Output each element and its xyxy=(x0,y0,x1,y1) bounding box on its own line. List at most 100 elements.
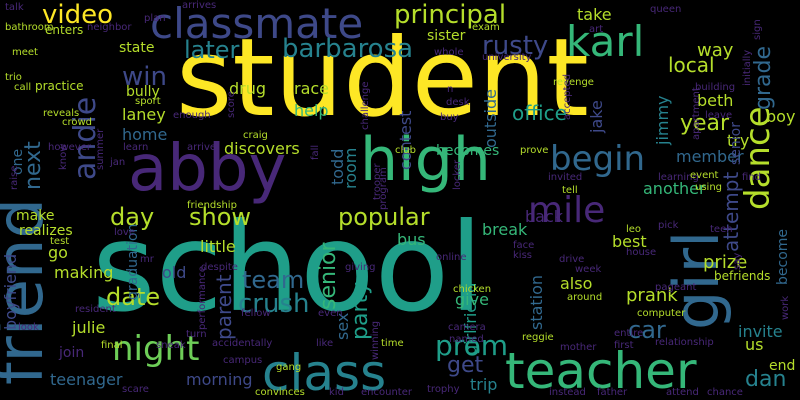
word-outside: outside xyxy=(481,89,500,148)
word-instead: instead xyxy=(549,387,586,398)
word-local: local xyxy=(668,53,715,77)
word-teenager: teenager xyxy=(50,370,123,389)
word-state: state xyxy=(119,40,154,56)
word-locker: locker xyxy=(452,159,463,190)
word-even: even xyxy=(318,308,343,319)
word-prize: prize xyxy=(703,252,747,273)
word-learn: learn xyxy=(123,142,148,153)
word-enters: enters xyxy=(45,23,83,37)
word-andie: andie xyxy=(68,97,103,180)
word-drive: drive xyxy=(559,254,584,265)
word-school: school xyxy=(92,197,483,339)
word-race: race xyxy=(294,79,329,98)
word-campus: campus xyxy=(223,355,262,366)
word-making: making xyxy=(54,263,113,282)
word-little: little xyxy=(200,237,236,256)
word-plan: plan xyxy=(144,13,166,24)
word-parent: parent xyxy=(212,274,236,340)
word-named: named xyxy=(449,334,484,345)
word-like: like xyxy=(316,338,333,349)
word-building: building xyxy=(695,82,735,93)
word-final: final xyxy=(101,340,123,351)
word-barbarosa: barbarosa xyxy=(282,34,413,64)
word-become: become xyxy=(775,229,791,285)
word-back: back xyxy=(525,207,564,226)
word-member: member xyxy=(676,147,744,166)
word-friend: friend xyxy=(0,198,58,385)
word-next: next xyxy=(21,141,46,190)
word-date: date xyxy=(106,283,160,311)
word-station: station xyxy=(527,275,546,330)
word-exam: exam xyxy=(472,22,500,33)
word-crush: crush xyxy=(238,289,310,319)
word-morning: morning xyxy=(186,370,253,389)
word-kid: kid xyxy=(329,387,344,398)
word-neighbor: neighbor xyxy=(87,22,132,33)
word-classmate: classmate xyxy=(150,0,363,48)
word-team: team xyxy=(242,266,304,294)
word-befriends: befriends xyxy=(714,269,770,283)
word-mother: mother xyxy=(560,342,597,353)
word-begin: begin xyxy=(550,139,645,179)
word-student: student xyxy=(176,16,589,141)
word-university: university xyxy=(482,52,532,63)
word-art: art xyxy=(589,24,603,35)
word-encounter: encounter xyxy=(361,387,413,398)
word-reveals: reveals xyxy=(43,108,79,119)
word-first: first xyxy=(614,340,634,351)
word-jan: jan xyxy=(109,157,125,168)
word-father: father xyxy=(597,387,628,398)
word-pick: pick xyxy=(658,220,679,231)
word-tell: tell xyxy=(562,185,578,196)
word-face: face xyxy=(513,240,534,251)
word-day: day xyxy=(110,203,154,231)
word-despite: despite xyxy=(201,262,238,273)
word-scare: scare xyxy=(122,384,149,395)
word-arrive: arrive xyxy=(187,142,216,153)
word-call: call xyxy=(14,82,31,93)
word-love: love xyxy=(114,227,135,238)
word-mr: mr xyxy=(140,254,155,265)
word-accepted: accepted xyxy=(562,74,573,120)
word-week: week xyxy=(575,264,601,275)
word-trooper: trooper xyxy=(372,162,383,200)
word-one: one xyxy=(10,149,26,175)
word-pageant: pageant xyxy=(655,282,696,293)
word-computer: computer xyxy=(637,308,686,319)
word-gang: gang xyxy=(276,362,301,373)
word-friendship: friendship xyxy=(187,200,237,211)
word-leave: leave xyxy=(705,110,732,121)
word-queen: queen xyxy=(650,4,681,15)
word-summer: summer xyxy=(95,128,106,170)
word-n: n xyxy=(447,84,453,95)
word-however: however xyxy=(48,142,92,153)
word-challenge: challenge xyxy=(360,81,371,130)
word-fall: fall xyxy=(310,145,321,160)
word-kiss: kiss xyxy=(513,250,532,261)
word-learning: learning xyxy=(658,172,699,183)
word-attend: attend xyxy=(666,387,699,398)
word-giving: giving xyxy=(345,262,376,273)
word-accidentally: accidentally xyxy=(212,338,272,349)
word-end: end xyxy=(769,358,795,374)
word-talk: talk xyxy=(5,2,24,13)
word-say: say xyxy=(732,253,743,270)
word-performance: performance xyxy=(197,266,208,330)
word-find: find xyxy=(742,172,761,183)
word-jimmy: jimmy xyxy=(653,95,672,146)
word-desk: desk xyxy=(446,97,470,108)
word-know: know xyxy=(58,144,69,170)
word-event: event xyxy=(690,170,719,181)
word-teacher: teacher xyxy=(505,342,697,400)
word-todd: todd xyxy=(328,149,347,185)
word-girl: girl xyxy=(660,231,733,330)
word-prom: prom xyxy=(435,329,508,362)
word-class: class xyxy=(262,344,386,400)
word-another: another xyxy=(643,179,706,198)
word-score: score xyxy=(226,91,237,118)
word-drug: drug xyxy=(229,79,266,98)
word-trip: trip xyxy=(470,375,497,394)
word-boyfriend: boyfriend xyxy=(1,254,20,330)
word-office: office xyxy=(512,101,567,125)
